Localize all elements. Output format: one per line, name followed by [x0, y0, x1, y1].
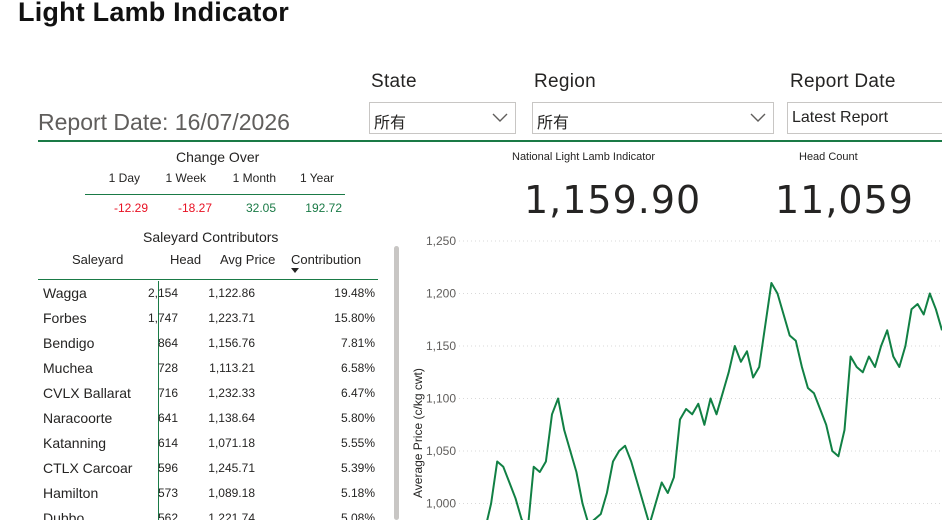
contribution-value: 5.80%: [340, 411, 375, 425]
column-header-head[interactable]: Head: [170, 252, 202, 267]
period-header: 1 Year: [299, 171, 334, 185]
state-slicer-value: 所有: [374, 115, 407, 132]
avg-price-value: 1,089.18: [208, 486, 255, 500]
report-date-slicer-value: Latest Report: [792, 109, 889, 126]
table-row[interactable]: Katanning 614 1,071.18 5.55%: [38, 431, 378, 456]
period-header: 1 Week: [165, 171, 206, 185]
y-axis-label: Average Price (c/kg cwt): [411, 368, 425, 498]
contribution-value: 5.55%: [340, 436, 375, 450]
change-value-1-year: 192.72: [305, 201, 342, 215]
saleyard-name: Dubbo: [43, 510, 85, 520]
contribution-value: 15.80%: [334, 311, 375, 325]
y-tick-label: 1,150: [426, 339, 456, 353]
head-value: 614: [157, 436, 178, 450]
saleyard-name: Bendigo: [43, 335, 95, 351]
head-value: 596: [157, 461, 178, 475]
state-slicer[interactable]: 所有: [369, 102, 516, 134]
head-value: 716: [157, 386, 178, 400]
head-value: 573: [157, 486, 178, 500]
period-header: 1 Day: [108, 171, 140, 185]
avg-price-value: 1,113.21: [209, 361, 255, 375]
state-slicer-label: State: [371, 71, 417, 92]
contribution-value: 6.47%: [340, 386, 375, 400]
chevron-down-icon: [492, 113, 508, 122]
region-slicer[interactable]: 所有: [532, 102, 774, 134]
table-row[interactable]: Forbes 1,747 1,223.71 15.80%: [38, 306, 378, 331]
y-tick-label: 1,200: [426, 287, 456, 301]
saleyard-name: Wagga: [43, 285, 87, 301]
avg-price-value: 1,223.71: [208, 311, 255, 325]
y-tick-label: 1,050: [426, 444, 456, 458]
avg-price-value: 1,156.76: [208, 336, 255, 350]
contribution-value: 19.48%: [334, 286, 375, 300]
saleyard-name: Muchea: [43, 360, 93, 376]
contribution-value: 5.39%: [340, 461, 375, 475]
change-value-1-week: -18.27: [177, 201, 212, 215]
y-tick-label: 1,000: [426, 497, 456, 511]
table-row[interactable]: Bendigo 864 1,156.76 7.81%: [38, 331, 378, 356]
national-indicator-value: 1,159.90: [524, 178, 702, 222]
y-tick-label: 1,250: [426, 234, 456, 248]
page-title: Light Lamb Indicator: [18, 0, 289, 27]
head-value: 562: [157, 511, 178, 520]
head-count-value: 11,059: [775, 178, 914, 222]
report-date-slicer-label: Report Date: [790, 71, 896, 92]
national-indicator-label: National Light Lamb Indicator: [512, 151, 656, 163]
table-row[interactable]: Wagga 2,154 1,122.86 19.48%: [38, 281, 378, 306]
table-row[interactable]: CTLX Carcoar 596 1,245.71 5.39%: [38, 456, 378, 481]
change-over-divider: [85, 194, 345, 195]
table-row[interactable]: Dubbo 562 1,221.74 5.08%: [38, 506, 378, 520]
table-row[interactable]: Naracoorte 641 1,138.64 5.80%: [38, 406, 378, 431]
head-value: 1,747: [147, 311, 178, 325]
table-column-divider: [158, 281, 159, 520]
head-value: 864: [157, 336, 178, 350]
change-value-1-month: 32.05: [245, 201, 276, 215]
region-slicer-label: Region: [534, 71, 597, 92]
avg-price-value: 1,138.64: [208, 411, 255, 425]
avg-price-value: 1,122.86: [208, 286, 255, 300]
avg-price-value: 1,245.71: [208, 461, 255, 475]
contribution-value: 6.58%: [340, 361, 375, 375]
contribution-value: 5.18%: [340, 486, 375, 500]
table-row[interactable]: CVLX Ballarat 716 1,232.33 6.47%: [38, 381, 378, 406]
header-divider: [38, 140, 942, 142]
y-tick-label: 1,100: [426, 392, 456, 406]
avg-price-value: 1,071.18: [208, 436, 255, 450]
saleyard-name: Hamilton: [43, 485, 99, 501]
column-header-avg-price[interactable]: Avg Price: [220, 252, 276, 267]
head-value: 728: [157, 361, 178, 375]
contribution-value: 7.81%: [340, 336, 375, 350]
chevron-down-icon: [750, 113, 766, 122]
price-line-chart: 1,000 1,050 1,100 1,150 1,200 1,250 Average Pr…: [411, 234, 942, 520]
series-line: [486, 282, 942, 520]
period-header: 1 Month: [232, 171, 276, 185]
change-over-title: Change Over: [176, 149, 260, 165]
column-header-contribution[interactable]: Contribution: [291, 252, 362, 267]
saleyard-name: Katanning: [43, 435, 107, 451]
sort-descending-icon: [291, 268, 299, 273]
table-header-divider: [38, 279, 378, 280]
head-value: 641: [157, 411, 178, 425]
table-scrollbar[interactable]: [394, 246, 399, 520]
column-header-saleyard[interactable]: Saleyard: [72, 252, 124, 267]
saleyard-name: CTLX Carcoar: [43, 460, 133, 476]
table-row[interactable]: Hamilton 573 1,089.18 5.18%: [38, 481, 378, 506]
head-count-label: Head Count: [799, 151, 858, 163]
change-value-1-day: -12.29: [113, 201, 148, 215]
avg-price-value: 1,221.74: [208, 511, 255, 520]
report-date-label: Report Date: 16/07/2026: [38, 109, 290, 135]
contribution-value: 5.08%: [340, 511, 375, 520]
head-value: 2,154: [147, 286, 178, 300]
saleyard-name: Naracoorte: [43, 410, 113, 426]
saleyard-name: Forbes: [43, 310, 87, 326]
report-date-slicer[interactable]: Latest Report: [787, 102, 942, 134]
saleyard-name: CVLX Ballarat: [43, 385, 131, 401]
avg-price-value: 1,232.33: [208, 386, 255, 400]
table-row[interactable]: Muchea 728 1,113.21 6.58%: [38, 356, 378, 381]
region-slicer-value: 所有: [537, 115, 570, 132]
saleyard-contributors-title: Saleyard Contributors: [143, 229, 279, 245]
